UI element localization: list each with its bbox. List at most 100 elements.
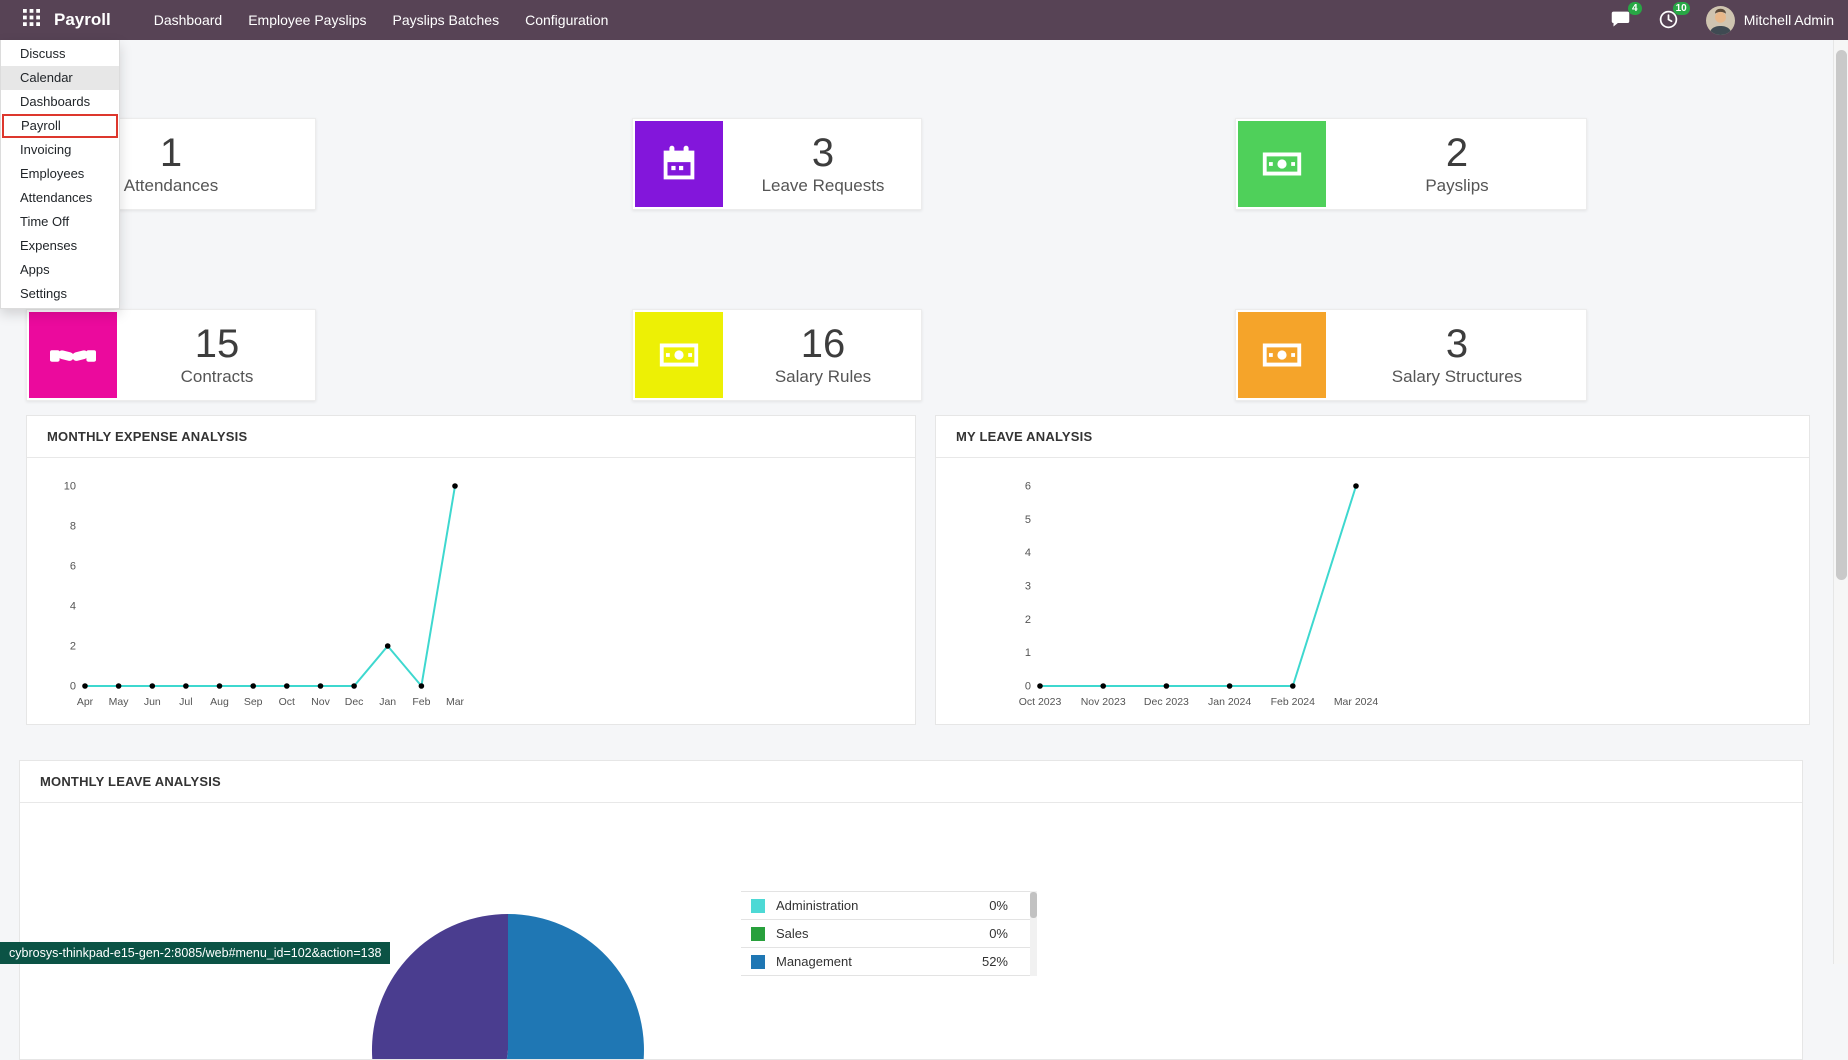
kpi-label: Attendances: [123, 176, 219, 195]
nav-item-payslips-batches[interactable]: Payslips Batches: [392, 12, 500, 28]
kpi-label: Payslips: [1425, 176, 1489, 195]
svg-text:Mar: Mar: [446, 696, 465, 708]
apps-menu-item-dashboards[interactable]: Dashboards: [20, 94, 91, 109]
apps-menu-item-settings[interactable]: Settings: [20, 286, 67, 301]
svg-text:4: 4: [1025, 547, 1031, 559]
nav-item-configuration[interactable]: Configuration: [525, 12, 609, 28]
apps-menu-item-employees[interactable]: Employees: [20, 166, 85, 181]
svg-text:Feb: Feb: [412, 696, 430, 708]
messages-button[interactable]: 4: [1610, 2, 1642, 34]
kpi-card-salary-structures[interactable]: 3 Salary Structures: [1235, 309, 1587, 401]
svg-text:Dec: Dec: [345, 696, 364, 708]
apps-menu-item-discuss[interactable]: Discuss: [20, 46, 66, 61]
grid-icon: [22, 9, 40, 31]
apps-menu-item-expenses[interactable]: Expenses: [20, 238, 78, 253]
apps-menu-item-time-off[interactable]: Time Off: [20, 214, 70, 229]
activities-badge: 10: [1672, 2, 1690, 15]
money-bill-icon: [1238, 121, 1326, 207]
legend-scrollbar-thumb[interactable]: [1030, 892, 1037, 918]
chat-icon: [1610, 11, 1631, 34]
navbar-systray: 4 10 Mitchell Admin: [1610, 2, 1834, 35]
kpi-value: 1: [159, 131, 183, 175]
card-title: MONTHLY EXPENSE ANALYSIS: [27, 416, 915, 458]
legend-label: Management: [776, 954, 852, 969]
messages-badge: 4: [1627, 2, 1642, 15]
kpi-value: 15: [194, 322, 240, 366]
kpi-value: 2: [1445, 131, 1469, 175]
svg-text:Jul: Jul: [179, 696, 192, 708]
apps-menu-item-invoicing[interactable]: Invoicing: [20, 142, 72, 157]
svg-text:Oct: Oct: [279, 696, 295, 708]
kpi-label: Contracts: [180, 367, 254, 386]
card-title: MY LEAVE ANALYSIS: [936, 416, 1809, 458]
legend-percent: 0%: [989, 898, 1008, 913]
apps-menu-item-payroll[interactable]: Payroll: [2, 114, 118, 138]
apps-menu-item-calendar[interactable]: Calendar: [1, 66, 119, 90]
monthly-leave-analysis-card: MONTHLY LEAVE ANALYSIS Administration 0%…: [19, 760, 1803, 1060]
browser-status-bar: cybrosys-thinkpad-e15-gen-2:8085/web#men…: [0, 942, 391, 964]
nav-item-employee-payslips[interactable]: Employee Payslips: [248, 12, 367, 28]
page-scrollbar-thumb[interactable]: [1836, 50, 1847, 580]
svg-text:Sep: Sep: [244, 696, 263, 708]
svg-text:5: 5: [1025, 514, 1031, 526]
kpi-label: Salary Rules: [774, 367, 872, 386]
money-bill-icon: [635, 312, 723, 398]
kpi-value: 16: [800, 322, 846, 366]
svg-text:Nov 2023: Nov 2023: [1081, 696, 1126, 708]
expense-line-chart: 0 2 4 6 8 10 Apr May Jun Jul Aug Sep Oct Nov Dec Jan Feb…: [64, 481, 465, 709]
legend-swatch: [751, 898, 765, 913]
money-bill-icon: [1238, 312, 1326, 398]
user-name: Mitchell Admin: [1743, 12, 1834, 28]
calendar-icon: [635, 121, 723, 207]
svg-text:Jun: Jun: [144, 696, 161, 708]
legend-label: Administration: [776, 898, 859, 913]
my-leave-analysis-card: MY LEAVE ANALYSIS 0 1 2 3 4 5 6 Oct 2023 Nov 202…: [935, 415, 1810, 725]
svg-text:2: 2: [70, 641, 76, 653]
svg-text:10: 10: [64, 481, 76, 493]
kpi-value: 3: [811, 131, 835, 175]
card-title: MONTHLY LEAVE ANALYSIS: [20, 761, 1802, 803]
kpi-label: Leave Requests: [761, 176, 885, 195]
apps-menu-item-apps[interactable]: Apps: [20, 262, 50, 277]
pie-legend: Administration 0% Sales 0% Management 52…: [741, 891, 1037, 976]
avatar: [1705, 5, 1735, 35]
apps-grid-button[interactable]: [14, 0, 48, 40]
svg-text:1: 1: [1025, 647, 1031, 659]
kpi-card-contracts[interactable]: 15 Contracts: [26, 309, 316, 401]
apps-menu-item-attendances[interactable]: Attendances: [20, 190, 93, 205]
svg-text:Mar 2024: Mar 2024: [1334, 696, 1379, 708]
app-title: Payroll: [54, 10, 111, 29]
kpi-value: 3: [1445, 322, 1469, 366]
page-scrollbar: [1833, 40, 1848, 964]
legend-row-administration[interactable]: Administration 0%: [741, 892, 1030, 920]
legend-row-management[interactable]: Management 52%: [741, 948, 1030, 976]
nav-item-dashboard[interactable]: Dashboard: [153, 12, 223, 28]
user-menu[interactable]: Mitchell Admin: [1705, 5, 1834, 35]
svg-text:Jan: Jan: [379, 696, 396, 708]
clock-icon: [1658, 10, 1679, 34]
main-menu: Dashboard Employee Payslips Payslips Bat…: [141, 0, 622, 40]
kpi-card-salary-rules[interactable]: 16 Salary Rules: [632, 309, 922, 401]
legend-scrollbar: [1030, 891, 1037, 976]
svg-text:Nov: Nov: [311, 696, 330, 708]
legend-swatch: [751, 926, 765, 941]
monthly-expense-analysis-card: MONTHLY EXPENSE ANALYSIS 0 2 4 6 8 10 Apr May Ju…: [26, 415, 916, 725]
kpi-card-leave-requests[interactable]: 3 Leave Requests: [632, 118, 922, 210]
svg-text:Jan 2024: Jan 2024: [1208, 696, 1251, 708]
legend-percent: 52%: [981, 954, 1008, 969]
kpi-card-payslips[interactable]: 2 Payslips: [1235, 118, 1587, 210]
legend-label: Sales: [776, 926, 809, 941]
svg-text:0: 0: [70, 681, 76, 693]
my-leave-line-chart: 0 1 2 3 4 5 6 Oct 2023 Nov 2023 Dec 2023 Jan 2024 F…: [1019, 481, 1379, 709]
svg-text:4: 4: [70, 601, 76, 613]
svg-text:May: May: [109, 696, 130, 708]
leave-pie-chart: [372, 914, 644, 1059]
activities-button[interactable]: 10: [1658, 2, 1690, 34]
svg-text:8: 8: [70, 521, 76, 533]
legend-row-sales[interactable]: Sales 0%: [741, 920, 1030, 948]
svg-text:6: 6: [1025, 481, 1031, 493]
svg-text:3: 3: [1025, 581, 1031, 593]
svg-text:0: 0: [1025, 681, 1031, 693]
legend-percent: 0%: [989, 926, 1008, 941]
legend-swatch: [751, 954, 765, 969]
